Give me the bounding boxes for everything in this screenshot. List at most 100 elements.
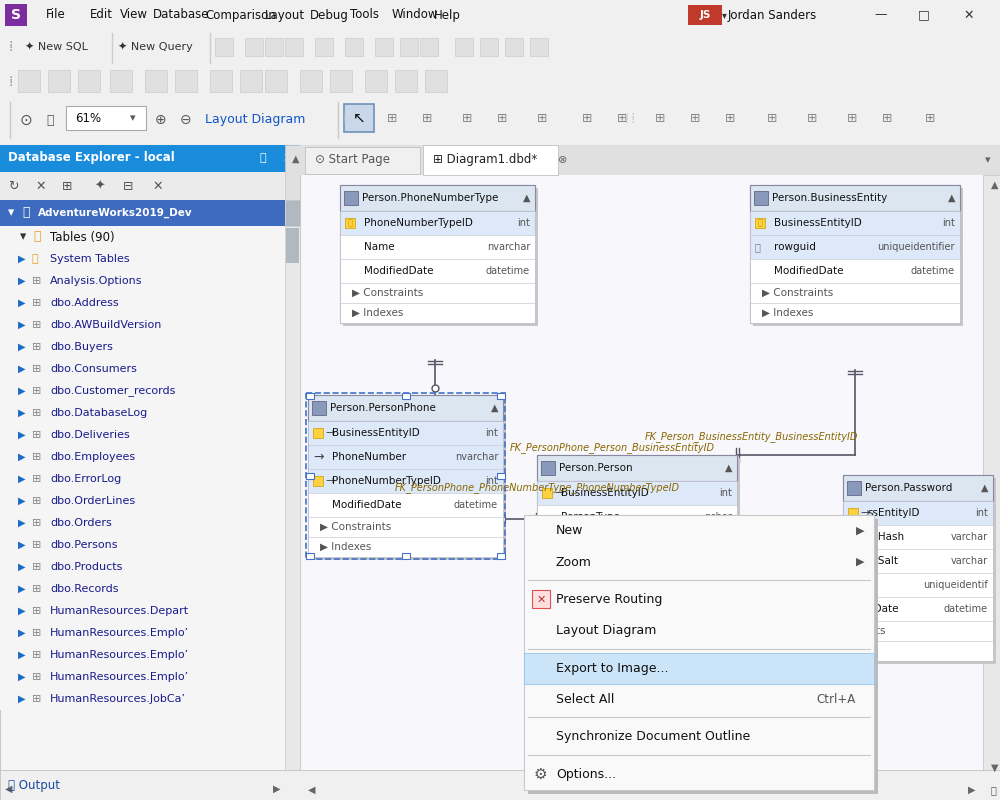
Text: ⁞: ⁞ [342,112,346,126]
Text: ▶: ▶ [18,430,26,440]
Bar [305,147,420,174]
Bar [505,38,523,56]
Text: dbo.Persons: dbo.Persons [50,540,118,550]
Bar [0,556,285,578]
Bar [610,107,635,131]
Bar [0,666,285,688]
Text: 🔍: 🔍 [991,785,997,795]
Bar [537,481,737,505]
Text: Options...: Options... [556,768,616,781]
Text: ⊞: ⊞ [925,113,935,126]
Text: Person.Person: Person.Person [559,463,633,473]
Text: →: → [325,428,334,438]
Text: ⊞: ⊞ [617,113,627,126]
Text: ▶: ▶ [18,694,26,704]
Bar [400,38,418,56]
Text: Help: Help [434,9,461,22]
Text: datetime: datetime [944,604,988,614]
Bar [18,70,40,92]
Text: ▶: ▶ [18,562,26,572]
Text: JS: JS [699,10,711,20]
Bar [415,107,440,131]
Text: Analysis.Options: Analysis.Options [50,276,143,286]
Text: varchar: varchar [951,532,988,542]
Text: ▶: ▶ [18,408,26,418]
Bar [313,476,323,486]
Bar [750,303,960,323]
Text: datetime: datetime [911,266,955,276]
Text: New: New [556,524,583,537]
Text: ✕: ✕ [35,179,46,193]
Bar [0,380,285,402]
Bar [754,191,768,205]
Bar [0,600,285,622]
Bar [330,70,352,92]
Bar [402,393,410,399]
Text: dbo.Consumers: dbo.Consumers [50,364,137,374]
Bar [340,185,535,323]
Text: Database Explorer - local: Database Explorer - local [8,151,175,165]
Text: ⊙: ⊙ [20,113,33,127]
Bar [265,70,287,92]
Bar [66,106,146,130]
Text: nvarchar: nvarchar [487,242,530,252]
Text: Layout Diagram: Layout Diagram [556,624,656,638]
Bar [846,478,996,664]
Text: ▶: ▶ [18,320,26,330]
Text: Jordan Sanders: Jordan Sanders [728,9,817,22]
Text: BusinessEntityID: BusinessEntityID [561,488,649,498]
Text: ⊞: ⊞ [32,562,41,572]
Bar [343,188,538,326]
Text: ssEntityID: ssEntityID [867,508,920,518]
Text: ⊞: ⊞ [32,650,41,660]
Bar [983,175,1000,780]
Text: ✕: ✕ [536,594,546,605]
Text: Comparison: Comparison [205,9,276,22]
Text: ▼: ▼ [991,763,998,773]
Text: 🔑: 🔑 [758,218,763,227]
Bar [0,778,285,800]
Text: dbo.Customer_records: dbo.Customer_records [50,386,175,397]
Text: HumanResources.Emplo’: HumanResources.Emplo’ [50,672,189,682]
Bar [395,70,417,92]
Bar [240,70,262,92]
Text: Tools: Tools [350,9,379,22]
Text: ▶: ▶ [18,298,26,308]
Text: ▶: ▶ [18,540,26,550]
Text: ⊟: ⊟ [123,179,134,193]
Bar [340,185,535,211]
Text: 🗄: 🗄 [22,206,30,219]
Text: ⮕ Output: ⮕ Output [8,778,60,791]
Text: ✦ New Query: ✦ New Query [118,42,193,52]
Bar [340,259,535,283]
Bar [308,493,503,517]
Text: int: int [975,508,988,518]
Bar [0,145,300,172]
Bar [843,549,993,573]
Bar [455,107,480,131]
Text: ⊞: ⊞ [32,364,41,374]
Bar [286,228,299,263]
Bar [532,590,550,609]
Text: ⚙: ⚙ [534,767,548,782]
Bar [718,107,743,131]
Text: ▶ Indexes: ▶ Indexes [762,308,813,318]
Bar [843,597,993,621]
Text: dbo.Deliveries: dbo.Deliveries [50,430,130,440]
Bar [497,393,505,399]
Bar [175,70,197,92]
Text: AdventureWorks2019_Dev: AdventureWorks2019_Dev [38,208,193,218]
Text: ▶: ▶ [18,364,26,374]
Bar [0,512,285,534]
Text: Layout Diagram: Layout Diagram [205,114,305,126]
Bar [0,622,285,644]
Text: 📁: 📁 [33,230,40,243]
Bar [0,644,285,666]
Text: ⊞: ⊞ [807,113,817,126]
Bar [753,188,963,326]
Text: ▶: ▶ [18,276,26,286]
Bar [541,461,555,475]
Bar [425,70,447,92]
Text: ⊙ Start Page: ⊙ Start Page [315,154,390,166]
Text: Database: Database [153,9,210,22]
